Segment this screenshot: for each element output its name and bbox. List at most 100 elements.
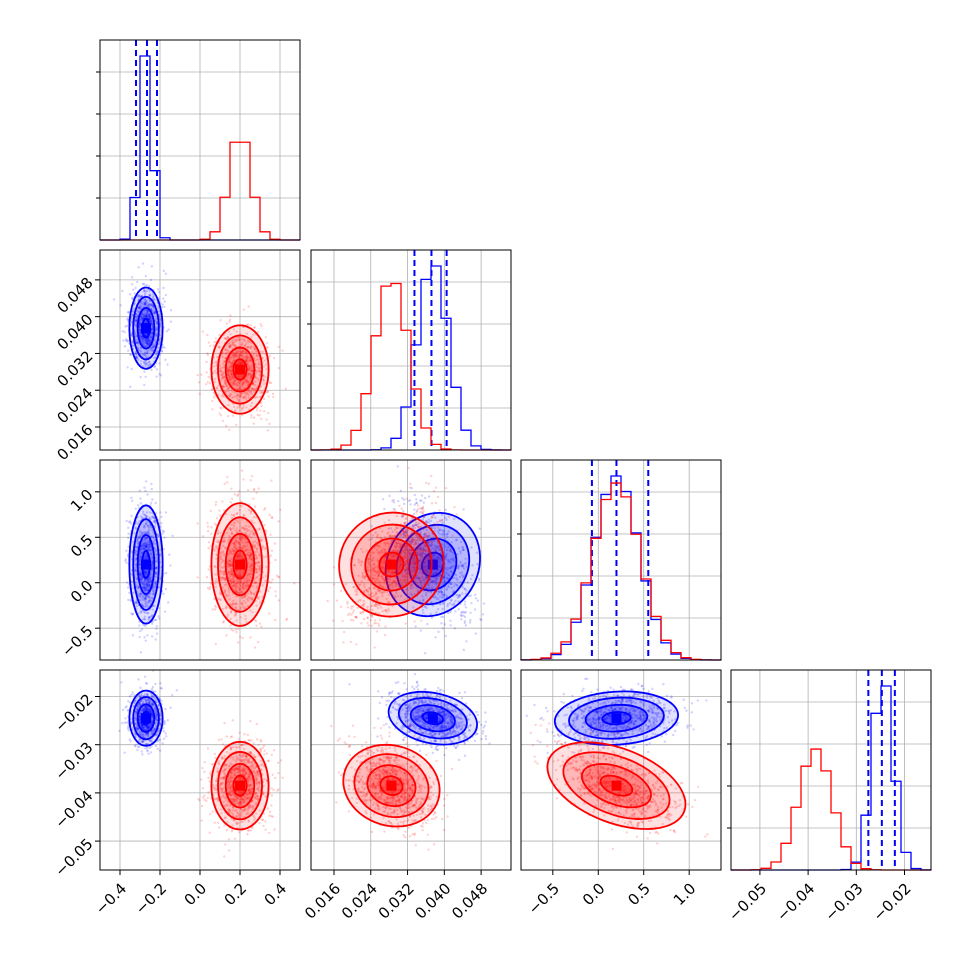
sample-point xyxy=(255,541,259,545)
sample-point xyxy=(285,618,288,622)
sample-point xyxy=(236,557,239,560)
sample-point xyxy=(147,546,150,549)
sample-point xyxy=(413,493,417,497)
sample-point xyxy=(243,528,246,531)
sample-point xyxy=(408,566,411,569)
sample-point xyxy=(141,336,144,339)
sample-point xyxy=(137,306,141,309)
sample-point xyxy=(452,517,456,521)
sample-point xyxy=(439,590,443,593)
sample-point xyxy=(215,364,218,367)
sample-point xyxy=(131,283,134,286)
sample-point xyxy=(372,563,376,566)
sample-point xyxy=(387,549,391,552)
sample-point xyxy=(138,566,142,570)
sample-point xyxy=(145,310,149,313)
sample-point xyxy=(257,361,260,364)
sample-point xyxy=(350,618,353,622)
sample-point xyxy=(224,348,227,352)
sample-point xyxy=(253,593,256,596)
sample-point xyxy=(246,361,249,365)
sample-point xyxy=(220,557,224,561)
sample-point xyxy=(249,390,253,393)
sample-point xyxy=(398,560,401,564)
sample-point xyxy=(429,591,433,594)
sample-point xyxy=(137,585,140,588)
sample-point xyxy=(418,577,421,580)
sample-point xyxy=(152,591,156,595)
sample-point xyxy=(413,503,416,506)
sample-point xyxy=(410,593,414,597)
sample-point xyxy=(143,617,146,621)
sample-point xyxy=(432,554,435,557)
sample-point xyxy=(140,609,144,612)
sample-point xyxy=(415,502,418,505)
sample-point xyxy=(150,548,153,552)
sample-point xyxy=(232,580,235,584)
sample-point xyxy=(146,311,149,315)
sample-point xyxy=(143,294,147,297)
sample-point xyxy=(255,491,258,495)
sample-point xyxy=(143,537,147,541)
sample-point xyxy=(241,356,244,359)
sample-point xyxy=(145,571,148,574)
sample-point xyxy=(159,553,162,556)
sample-point xyxy=(389,534,392,538)
sample-point xyxy=(232,542,236,545)
sample-point xyxy=(148,580,152,583)
sample-point xyxy=(217,532,220,535)
sample-point xyxy=(239,573,242,576)
sample-point xyxy=(229,377,232,381)
sample-point xyxy=(152,312,156,315)
sample-point xyxy=(239,352,242,355)
sample-point xyxy=(134,568,137,571)
sample-point xyxy=(429,519,433,523)
sample-point xyxy=(236,374,240,378)
sample-point xyxy=(435,597,438,601)
sample-point xyxy=(143,513,146,516)
sample-point xyxy=(153,581,157,584)
sample-point xyxy=(153,312,157,315)
sample-point xyxy=(260,625,263,628)
sample-point xyxy=(441,591,444,594)
sample-point xyxy=(145,572,148,576)
sample-point xyxy=(222,385,225,389)
sample-point xyxy=(463,619,467,623)
sample-point xyxy=(248,555,252,558)
sample-point xyxy=(242,582,245,585)
sample-point xyxy=(229,611,233,614)
sample-point xyxy=(150,265,154,268)
sample-point xyxy=(414,561,418,565)
sample-point xyxy=(462,574,466,578)
sample-point xyxy=(401,529,405,532)
sample-point xyxy=(249,374,253,378)
sample-point xyxy=(144,594,148,598)
sample-point xyxy=(421,595,424,598)
sample-point xyxy=(236,393,240,397)
sample-point xyxy=(230,487,233,491)
sample-point xyxy=(244,584,247,587)
sample-point xyxy=(222,566,225,569)
sample-point xyxy=(257,368,261,372)
sample-point xyxy=(256,406,259,410)
sample-point xyxy=(429,612,433,616)
sample-point xyxy=(232,383,236,386)
sample-point xyxy=(420,549,423,552)
sample-point xyxy=(127,526,130,530)
sample-point xyxy=(242,396,245,400)
sample-point xyxy=(164,358,167,361)
sample-point xyxy=(250,392,253,396)
sample-point xyxy=(138,323,142,326)
sample-point xyxy=(244,351,247,354)
sample-point xyxy=(145,583,148,586)
sample-point xyxy=(255,581,258,585)
sample-point xyxy=(140,531,144,535)
sample-point xyxy=(255,568,259,571)
sample-point xyxy=(256,596,259,600)
sample-point xyxy=(252,354,255,357)
sample-point xyxy=(388,535,391,538)
sample-point xyxy=(143,586,147,589)
sample-point xyxy=(433,580,437,583)
sample-point xyxy=(137,536,141,539)
sample-point xyxy=(155,325,158,329)
